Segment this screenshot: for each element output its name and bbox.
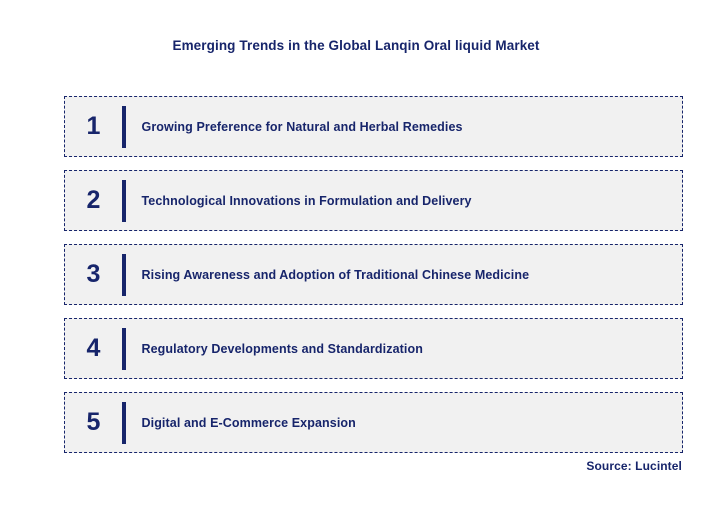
page-title: Emerging Trends in the Global Lanqin Ora… [172,38,540,53]
list-item[interactable]: 4 Regulatory Developments and Standardiz… [64,318,683,379]
source-attribution: Source: Lucintel [586,459,682,473]
trend-label: Rising Awareness and Adoption of Traditi… [141,267,530,282]
vertical-divider [122,401,126,444]
trend-rank-number: 5 [86,408,101,436]
trend-rank-number: 4 [86,334,101,362]
vertical-divider [122,105,126,148]
list-item[interactable]: 5 Digital and E-Commerce Expansion [64,392,683,453]
list-item[interactable]: 3 Rising Awareness and Adoption of Tradi… [64,244,683,305]
trend-label: Digital and E-Commerce Expansion [141,415,356,430]
list-item[interactable]: 1 Growing Preference for Natural and Her… [64,96,683,157]
vertical-divider [122,253,126,296]
trend-label: Regulatory Developments and Standardizat… [141,341,423,356]
trend-rank-number: 3 [86,260,101,288]
trend-label: Technological Innovations in Formulation… [141,193,472,208]
trend-label: Growing Preference for Natural and Herba… [141,119,463,134]
trend-rank-number: 1 [86,112,101,140]
list-item[interactable]: 2 Technological Innovations in Formulati… [64,170,683,231]
vertical-divider [122,327,126,370]
vertical-divider [122,179,126,222]
trend-rank-number: 2 [86,186,101,214]
trend-list: 1 Growing Preference for Natural and Her… [64,96,683,453]
